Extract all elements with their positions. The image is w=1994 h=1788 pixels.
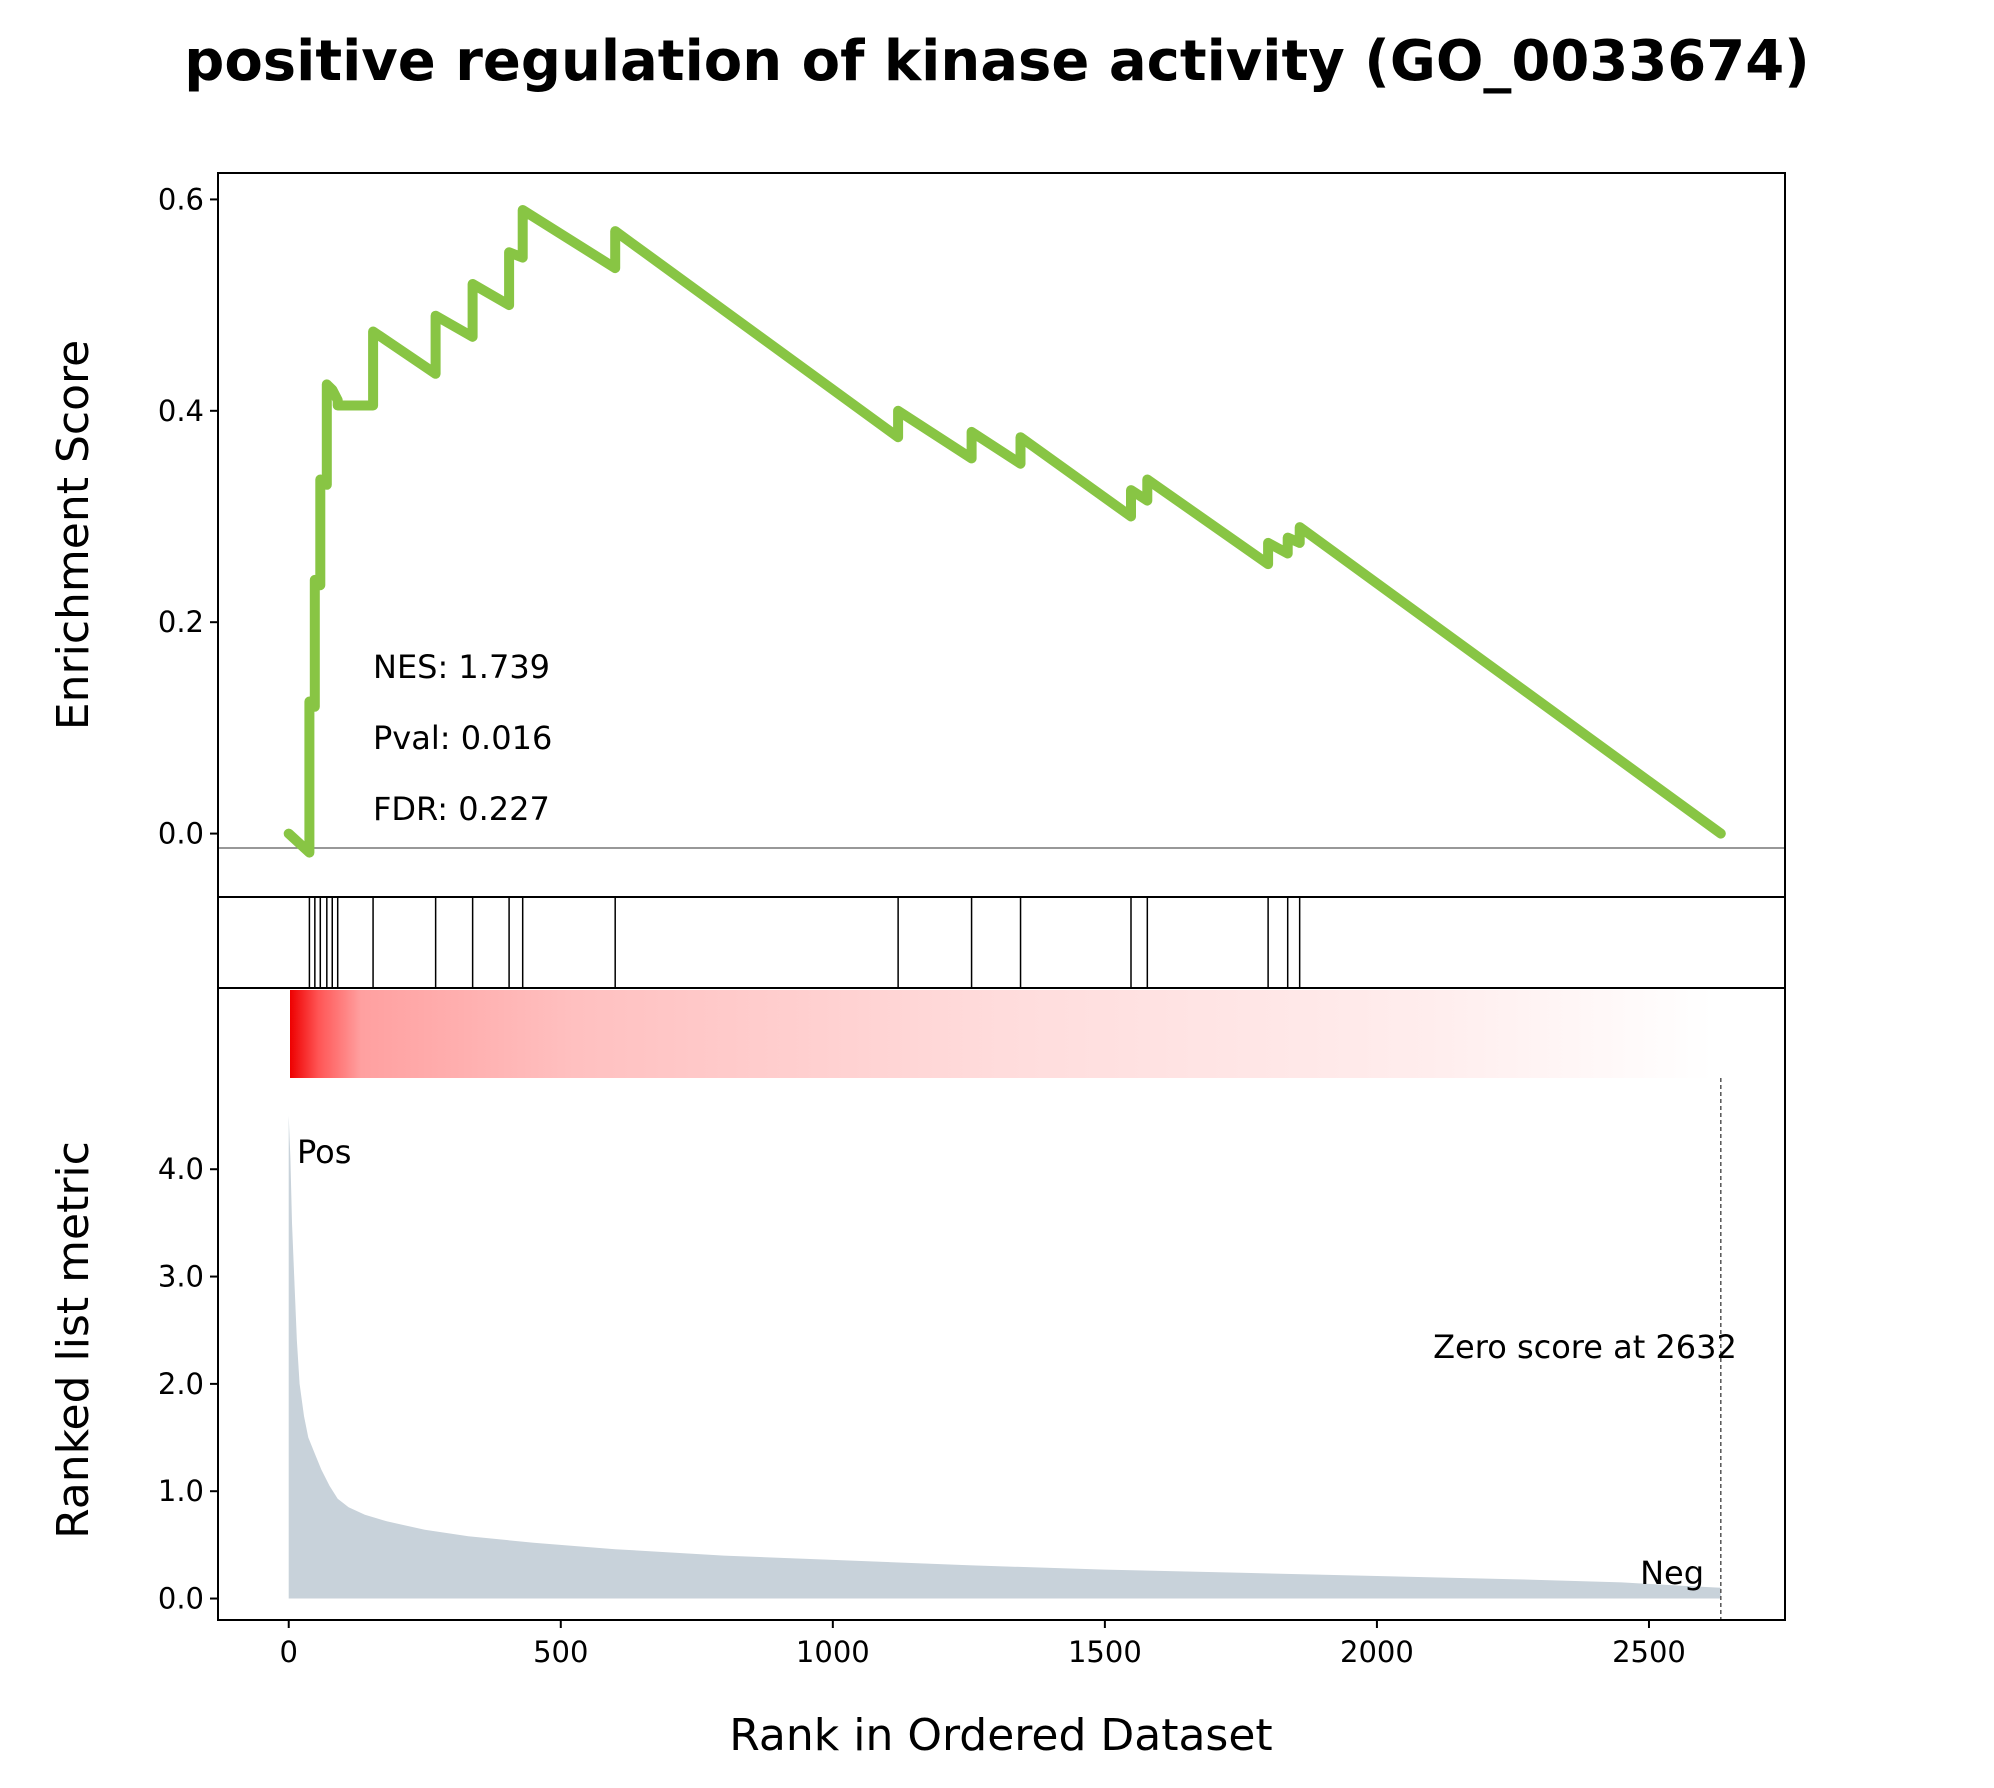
x-tick-label: 0 [280,1635,298,1669]
metric-y-tick-label: 1.0 [158,1474,204,1508]
enrichment-y-label: Enrichment Score [48,340,99,730]
hits-panel [217,896,1786,989]
fdr-annotation: FDR: 0.227 [373,790,550,828]
ranked-metric-panel: Pos Neg Zero score at 2632 0.0 1.0 2.0 3.0 4… [48,988,1786,1621]
nes-annotation: NES: 1.739 [373,648,550,686]
enrichment-y-tick-label: 0.4 [158,394,204,428]
x-axis-label: Rank in Ordered Dataset [729,1710,1272,1761]
x-tick-label: 2500 [1612,1635,1686,1669]
pval-annotation: Pval: 0.016 [373,719,552,757]
metric-y-tick-label: 3.0 [158,1260,204,1294]
x-axis-ticks: 0 500 1000 1500 2000 2500 [280,1620,1686,1669]
x-tick-label: 2000 [1340,1635,1414,1669]
hits-panel-frame [217,896,1786,989]
enrichment-y-tick-label: 0.0 [158,817,204,851]
x-tick-label: 1500 [1068,1635,1142,1669]
enrichment-y-tick-label: 0.2 [158,605,204,639]
enrichment-score-line [283,205,1726,858]
metric-y-tick-label: 4.0 [158,1152,204,1186]
ranked-metric-panel-frame [217,988,1786,1621]
x-tick-label: 500 [533,1635,588,1669]
metric-y-label: Ranked list metric [48,1141,99,1539]
metric-y-tick-label: 0.0 [158,1582,204,1616]
x-tick-label: 1000 [796,1635,870,1669]
rank-heatmap-strip [290,990,1713,1078]
enrichment-panel: 0.0 0.2 0.4 0.6 Enrichment Score NES: 1.739… [48,172,1786,898]
metric-y-tick-label: 2.0 [158,1367,204,1401]
chart-title: positive regulation of kinase activity (… [184,29,1810,94]
pos-label: Pos [297,1133,351,1171]
gene-hit-lines [308,897,1301,988]
enrichment-panel-frame [217,172,1786,898]
neg-label: Neg [1640,1554,1704,1592]
metric-y-ticks: 0.0 1.0 2.0 3.0 4.0 [158,1152,218,1616]
enrichment-y-tick-label: 0.6 [158,182,204,216]
enrichment-y-ticks: 0.0 0.2 0.4 0.6 [158,182,218,851]
zero-score-label: Zero score at 2632 [1433,1328,1737,1366]
ranked-metric-area [288,1115,1721,1599]
